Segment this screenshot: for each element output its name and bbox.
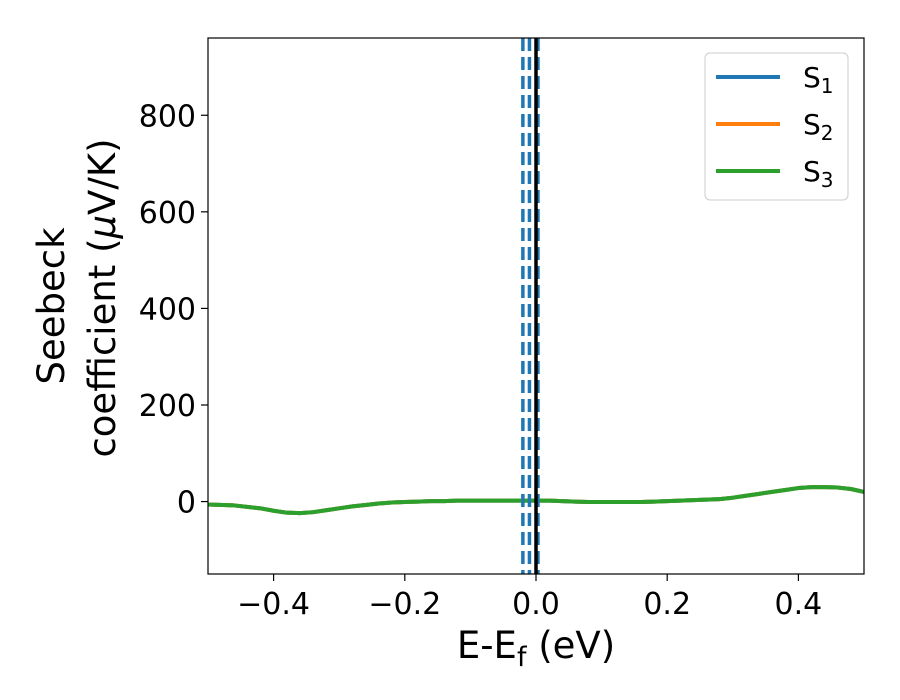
x-tick-label: 0.4 xyxy=(775,587,823,622)
x-axis-label: E-Ef (eV) xyxy=(457,624,615,673)
legend-label-sub: 2 xyxy=(821,121,834,145)
y-axis-label-mu: μ xyxy=(81,215,124,240)
legend-label-main: S xyxy=(803,155,821,188)
ticks-layer: −0.4 −0.2 0.0 0.2 0.4 0 200 400 600 800 xyxy=(139,99,823,622)
x-tick-label: 0.2 xyxy=(643,587,691,622)
legend-label-S2: S2 xyxy=(803,108,834,145)
legend-label-main: S xyxy=(803,61,821,94)
legend-box xyxy=(704,52,849,201)
x-tick-label: 0.0 xyxy=(512,587,560,622)
plot-layer xyxy=(208,38,864,574)
x-axis-label-unit: (eV) xyxy=(526,624,615,667)
plot-area xyxy=(208,38,864,574)
legend-label-S3: S3 xyxy=(803,155,834,192)
y-axis-label-line1: Seebeck xyxy=(30,227,73,385)
y-tick-label: 800 xyxy=(139,99,196,134)
y-tick-label: 200 xyxy=(139,389,196,424)
y-axis-label: Seebeck coefficient (μV/K) xyxy=(30,138,124,457)
x-tick-label: −0.4 xyxy=(237,587,310,622)
legend-label-S1: S1 xyxy=(803,61,834,98)
x-tick-label: −0.2 xyxy=(368,587,441,622)
x-axis-label-sub: f xyxy=(517,642,528,673)
x-axis-label-main: E-E xyxy=(457,624,517,667)
legend-label-sub: 3 xyxy=(821,168,834,192)
y-tick-label: 600 xyxy=(139,196,196,231)
legend-label-sub: 1 xyxy=(821,74,834,98)
y-axis-label-line2-end: V/K) xyxy=(81,138,124,214)
y-axis-label-line2-text: coefficient ( xyxy=(81,238,124,457)
series-line-S3 xyxy=(208,485,864,516)
y-tick-label: 0 xyxy=(177,486,196,521)
legend-label-main: S xyxy=(803,108,821,141)
y-axis-label-line2: coefficient (μV/K) xyxy=(81,138,124,457)
y-tick-label: 400 xyxy=(139,292,196,327)
